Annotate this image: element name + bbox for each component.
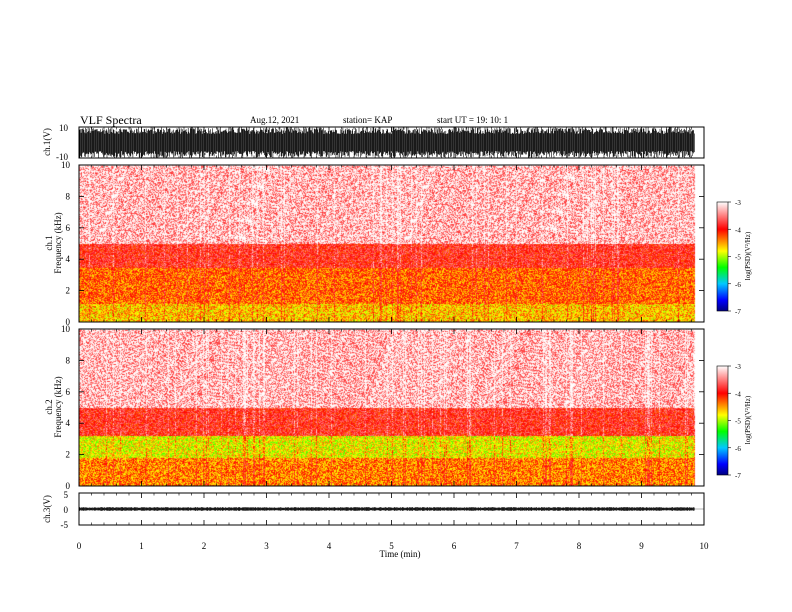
ch1-spectrogram-image (79, 165, 704, 322)
ch3-waveform-panel: 5 0 -5 ch.3(V) 0 1 2 3 4 5 6 7 8 9 10 Time (min) (42, 127, 709, 559)
x-tick-label: 1 (139, 541, 144, 551)
colorbar-tick-label: -3 (735, 199, 741, 207)
y-tick-label: 8 (66, 191, 71, 201)
y-tick-label: 10 (61, 160, 71, 170)
y-tick-label: 8 (66, 355, 71, 365)
time-axis-label: Time (min) (380, 549, 421, 559)
y-tick-label: 2 (66, 286, 71, 296)
ch2-colorbar: -3 -4 -5 -6 -7 log(PSD)(V²/Hz) (716, 363, 752, 480)
ch2-spectrogram-ylabel: ch.2 (44, 399, 54, 414)
ch1-spectrogram-panel: 0 2 4 6 8 10 ch.1 Frequency (kHz) (44, 160, 705, 327)
ch1-colorbar: -3 -4 -5 -6 -7 log(PSD)(V²/Hz) (716, 199, 752, 316)
chart-title: VLF Spectra (80, 113, 142, 127)
x-tick-label: 8 (577, 541, 582, 551)
ch1-waveform-line (78, 127, 695, 158)
colorbar-tick-label: -5 (735, 418, 741, 426)
station-label: station= KAP (343, 115, 392, 125)
ch1-colorbar-ticks: -3 -4 -5 -6 -7 (728, 199, 741, 316)
x-tick-label: 3 (264, 541, 269, 551)
ch3-ytick-mid: 0 (64, 505, 69, 515)
y-tick-label: 4 (66, 254, 71, 264)
ch3-ytick-top: 5 (64, 490, 69, 500)
ch1-waveform-ylabel: ch.1(V) (42, 128, 52, 156)
x-tick-label: 9 (639, 541, 644, 551)
ch1-waveform-trace (78, 127, 695, 158)
y-tick-label: 0 (66, 317, 71, 327)
x-tick-label: 7 (514, 541, 519, 551)
colorbar-tick-label: -4 (735, 226, 741, 234)
ch1-colorbar-label: log(PSD)(V²/Hz) (744, 231, 752, 280)
time-axis-ticks: 0 1 2 3 4 5 6 7 8 9 10 (77, 127, 709, 551)
colorbar-tick-label: -5 (735, 254, 741, 262)
x-tick-label: 0 (77, 541, 82, 551)
ch2-spectrogram-yticks: 0 2 4 6 8 10 (61, 324, 704, 491)
x-tick-label: 6 (452, 541, 457, 551)
ch2-colorbar-label: log(PSD)(V²/Hz) (744, 395, 752, 444)
ch1-colorbar-gradient (716, 201, 729, 312)
y-tick-label: 10 (61, 324, 71, 334)
x-tick-label: 4 (327, 541, 332, 551)
ch2-colorbar-gradient (716, 365, 729, 476)
y-tick-label: 6 (66, 223, 71, 233)
ch3-waveform-trace (78, 507, 704, 511)
ch1-spectrogram-ylabel: ch.1 (44, 235, 54, 250)
y-tick-label: 4 (66, 418, 71, 428)
ch1-frequency-label: Frequency (kHz) (53, 212, 63, 273)
start-time-label: start UT = 19: 10: 1 (437, 115, 508, 125)
y-tick-label: 6 (66, 387, 71, 397)
date-label: Aug.12, 2021 (250, 115, 299, 125)
colorbar-tick-label: -6 (735, 445, 741, 453)
colorbar-tick-label: -7 (735, 308, 741, 316)
y-tick-label: 0 (66, 481, 71, 491)
colorbar-tick-label: -3 (735, 363, 741, 371)
y-tick-label: 2 (66, 450, 71, 460)
ch2-spectrogram-panel: 0 2 4 6 8 10 ch.2 Frequency (kHz) (44, 324, 705, 491)
ch1-ytick-bottom: -10 (56, 152, 68, 162)
ch1-ytick-top: 10 (59, 123, 69, 133)
colorbar-tick-label: -4 (735, 390, 741, 398)
ch2-spectrogram-image (79, 329, 704, 486)
x-tick-label: 5 (389, 541, 394, 551)
x-tick-label: 2 (202, 541, 207, 551)
colorbar-tick-label: -6 (735, 281, 741, 289)
ch3-waveform-ylabel: ch.3(V) (42, 495, 52, 523)
ch3-ytick-bottom: -5 (61, 520, 69, 530)
ch1-spectrogram-yticks: 0 2 4 6 8 10 (61, 160, 704, 327)
ch2-frequency-label: Frequency (kHz) (53, 376, 63, 437)
ch2-colorbar-ticks: -3 -4 -5 -6 -7 (728, 363, 741, 480)
x-tick-label: 10 (700, 541, 710, 551)
colorbar-tick-label: -7 (735, 472, 741, 480)
